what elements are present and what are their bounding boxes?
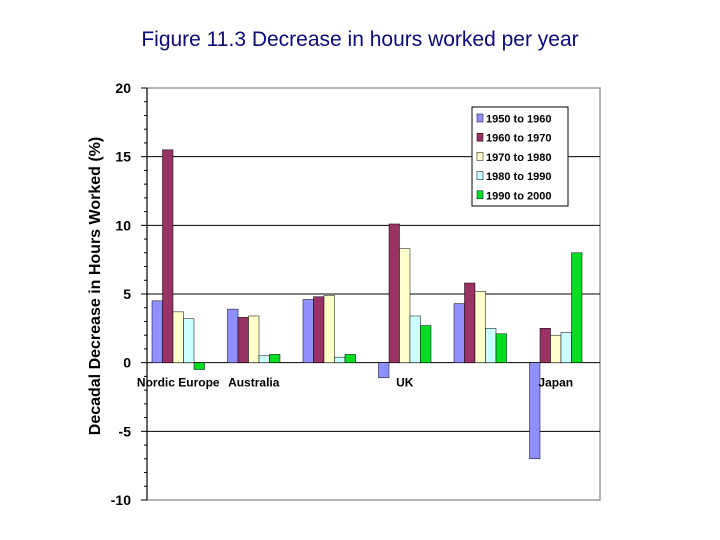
y-axis: 20 15 10 5 0 -5 -10 — [111, 80, 148, 508]
category-label: UK — [396, 376, 414, 390]
bar-cat5-series2 — [550, 334, 562, 363]
y-axis-label: Decadal Decrease in Hours Worked (%) — [87, 137, 104, 435]
legend-swatch — [476, 113, 484, 123]
bar-cat3-series1 — [388, 223, 400, 363]
y-tick-label: -10 — [111, 492, 131, 508]
bar-cat4-series0 — [453, 303, 465, 363]
category-label: Japan — [538, 376, 573, 390]
legend-entry: 1950 to 1960 — [486, 114, 551, 126]
bar-cat3-series3 — [409, 315, 421, 363]
legend-swatch — [476, 190, 484, 200]
legend-entry: 1970 to 1980 — [486, 152, 551, 164]
bar-cat1-series1 — [237, 317, 249, 363]
bar-cat0-series0 — [151, 300, 163, 363]
y-tick-label: 15 — [115, 149, 131, 165]
bar-cat2-series2 — [323, 295, 335, 363]
bar-cat1-series2 — [248, 315, 260, 363]
bar-cat4-series4 — [495, 333, 507, 363]
category-labels: Nordic Europe Australia UK Japan — [137, 376, 573, 390]
y-tick-label: -5 — [119, 423, 132, 439]
bar-cat2-series0 — [302, 299, 314, 363]
bar-cat1-series4 — [269, 354, 281, 363]
bar-cat5-series1 — [539, 328, 551, 363]
bar-cat4-series2 — [474, 291, 486, 363]
bar-cat0-series1 — [162, 149, 174, 363]
legend-swatch — [476, 152, 484, 161]
legend-swatch — [476, 171, 484, 180]
y-tick-label: 10 — [115, 217, 131, 233]
legend-box — [471, 106, 569, 207]
bar-cat5-series3 — [560, 332, 572, 363]
bar-cat1-series0 — [227, 308, 239, 363]
y-tick-label: 5 — [123, 286, 131, 302]
bar-cat4-series1 — [464, 282, 476, 363]
bar-cat2-series1 — [313, 296, 325, 363]
legend-entry: 1990 to 2000 — [486, 190, 551, 202]
bar-cat2-series4 — [344, 354, 356, 363]
category-label: Australia — [228, 376, 280, 390]
bar-cat3-series4 — [420, 325, 432, 363]
bar-cat2-series3 — [334, 356, 346, 363]
legend-swatch — [476, 132, 484, 142]
bar-cat4-series3 — [485, 328, 497, 363]
bar-cat3-series0 — [378, 362, 390, 379]
y-tick-label: 0 — [123, 355, 131, 371]
bar-cat5-series4 — [571, 252, 583, 363]
y-tick-label: 20 — [115, 80, 131, 96]
category-label: Nordic Europe — [137, 376, 220, 390]
gridlines — [147, 156, 600, 432]
bar-cat0-series2 — [172, 311, 184, 363]
bar-cat0-series3 — [183, 318, 195, 363]
chart-title: Figure 11.3 Decrease in hours worked per… — [141, 28, 579, 51]
bar-cat1-series3 — [258, 355, 270, 363]
legend-entry: 1960 to 1970 — [486, 133, 551, 145]
bar-cat3-series2 — [399, 248, 411, 363]
bar-cat5-series0 — [529, 362, 541, 460]
bars — [151, 149, 583, 460]
bar-cat0-series4 — [193, 362, 205, 370]
legend-entry: 1980 to 1990 — [486, 171, 551, 183]
legend: 1950 to 1960 1960 to 1970 1970 to 1980 1980… — [471, 106, 569, 207]
